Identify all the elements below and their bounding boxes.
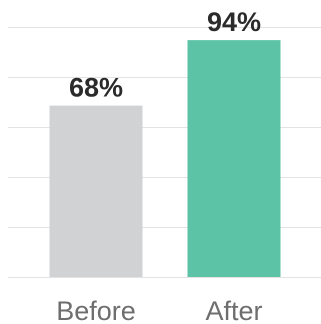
value-label-before: 68%: [69, 73, 123, 103]
bars: [49, 40, 281, 278]
category-labels: Before After: [56, 296, 262, 324]
bar-before: [49, 105, 143, 277]
bar-after: [187, 40, 281, 278]
category-label-before: Before: [56, 296, 136, 324]
value-label-after: 94%: [207, 7, 261, 37]
value-labels: 68% 94%: [69, 7, 261, 103]
category-label-after: After: [205, 296, 262, 324]
